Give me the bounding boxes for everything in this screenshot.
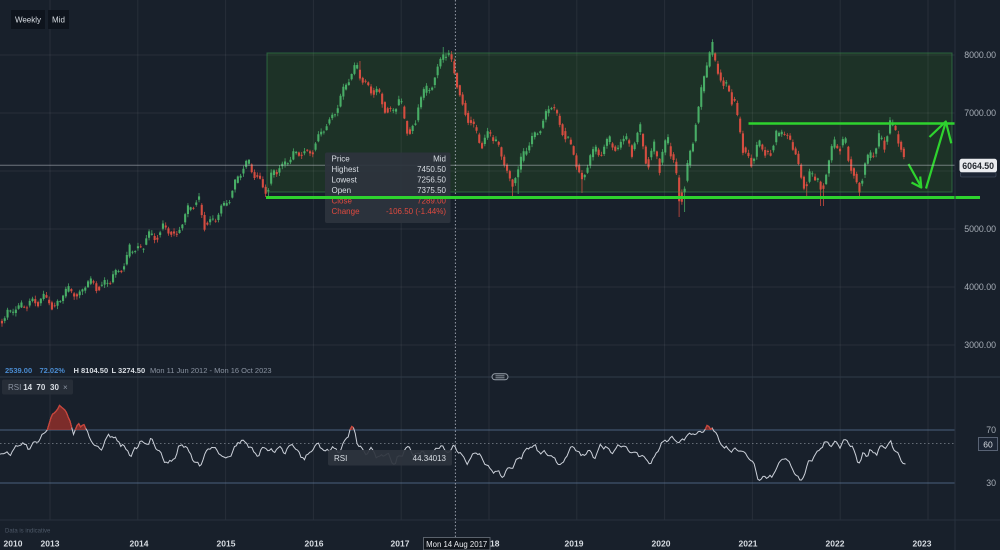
svg-text:Mid: Mid [433,155,446,164]
svg-text:Mon 14 Aug 2017: Mon 14 Aug 2017 [426,540,487,549]
svg-text:70: 70 [986,425,996,435]
svg-text:5000.00: 5000.00 [964,224,996,234]
svg-text:7256.50: 7256.50 [417,176,446,185]
svg-text:Data is indicative: Data is indicative [5,529,51,535]
svg-text:2010: 2010 [4,539,23,549]
svg-text:2016: 2016 [305,539,324,549]
svg-text:RSI: RSI [8,383,21,392]
svg-text:2020: 2020 [652,539,671,549]
svg-text:2013: 2013 [41,539,60,549]
svg-text:7289.00: 7289.00 [417,197,446,206]
svg-text:2021: 2021 [739,539,758,549]
svg-text:4000.00: 4000.00 [964,282,996,292]
svg-text:Open: Open [332,186,352,195]
svg-text:70: 70 [36,383,45,392]
svg-text:-106.50 (-1.44%): -106.50 (-1.44%) [386,207,446,216]
svg-text:Close: Close [332,197,353,206]
svg-text:30: 30 [50,383,59,392]
svg-text:18: 18 [490,539,500,549]
svg-text:2539.00: 2539.00 [5,366,32,375]
svg-text:2017: 2017 [391,539,410,549]
svg-text:7375.50: 7375.50 [417,186,446,195]
svg-text:Weekly: Weekly [15,16,41,25]
svg-text:RSI: RSI [334,454,347,463]
svg-text:2022: 2022 [826,539,845,549]
svg-text:2019: 2019 [565,539,584,549]
svg-text:×: × [63,383,68,392]
svg-text:6064.50: 6064.50 [962,161,994,171]
svg-text:L 3274.50: L 3274.50 [112,366,146,375]
svg-text:Highest: Highest [332,165,360,174]
svg-text:44.34013: 44.34013 [413,454,447,463]
svg-text:60: 60 [983,440,993,450]
svg-text:2015: 2015 [217,539,236,549]
svg-text:H 8104.50: H 8104.50 [74,366,109,375]
svg-text:7000.00: 7000.00 [964,108,996,118]
svg-text:Price: Price [332,155,351,164]
svg-text:Lowest: Lowest [332,176,358,185]
svg-text:7450.50: 7450.50 [417,165,446,174]
svg-text:14: 14 [23,383,32,392]
svg-text:Mid: Mid [52,16,65,25]
svg-text:2014: 2014 [130,539,149,549]
svg-text:Change: Change [332,207,361,216]
svg-text:72.02%: 72.02% [40,366,66,375]
svg-text:2023: 2023 [913,539,932,549]
svg-text:8000.00: 8000.00 [964,50,996,60]
svg-text:30: 30 [986,478,996,488]
svg-text:3000.00: 3000.00 [964,340,996,350]
svg-text:Mon 11 Jun 2012 - Mon 16 Oct 2: Mon 11 Jun 2012 - Mon 16 Oct 2023 [150,366,272,375]
